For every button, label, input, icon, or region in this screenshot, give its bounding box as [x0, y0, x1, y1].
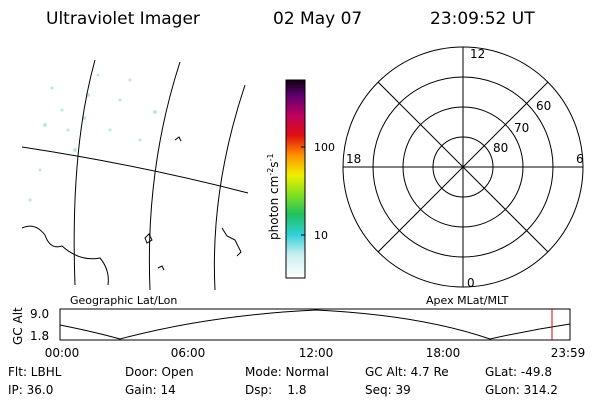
- mlt-label: 0: [467, 276, 475, 290]
- info-field: Mode: Normal: [245, 365, 329, 379]
- altitude-frame: [59, 308, 571, 341]
- colorbar-label-part: -2: [266, 168, 275, 176]
- colorbar-tick-label: 10: [314, 229, 328, 242]
- info-field: Dsp: 1.8: [245, 383, 307, 397]
- mlt-label: 12: [470, 47, 485, 61]
- info-field: Flt: LBHL: [8, 365, 62, 379]
- altitude-x-label: 06:00: [171, 346, 206, 360]
- map-caption: Geographic Lat/Lon: [70, 294, 177, 307]
- colorbar-tick-label: 100: [314, 141, 335, 154]
- info-field: GC Alt: 4.7 Re: [365, 365, 449, 379]
- mlt-label: 18: [346, 152, 361, 166]
- info-field: GLat: -49.8: [485, 365, 552, 379]
- info-field: Door: Open: [125, 365, 194, 379]
- info-field: GLon: 314.2: [485, 383, 558, 397]
- altitude-x-label: 00:00: [45, 346, 80, 360]
- colorbar-label: photon cm-2s-1: [266, 153, 281, 240]
- colorbar-label-part: photon cm: [267, 176, 281, 240]
- altitude-x-label: 12:00: [299, 346, 334, 360]
- date: 02 May 07: [273, 9, 362, 29]
- altitude-y-label: 9.0: [30, 307, 49, 321]
- polar-caption: Apex MLat/MLT: [426, 294, 509, 307]
- lat-label: 80: [493, 141, 508, 155]
- info-block: Flt: LBHL Door: Open Mode: Normal GC Alt: 4…: [8, 365, 558, 397]
- colorbar: [285, 79, 306, 279]
- altitude-x-label: 18:00: [426, 346, 461, 360]
- altitude-y-label: 1.8: [30, 329, 49, 343]
- altitude-x-label: 23:59: [551, 346, 586, 360]
- altitude-axis-label: GC Alt: [11, 307, 25, 345]
- info-field: Gain: 14: [125, 383, 176, 397]
- lat-label: 60: [536, 99, 551, 113]
- polar-grid: [342, 46, 584, 288]
- time: 23:09:52 UT: [430, 9, 535, 29]
- mlt-label: 6: [576, 152, 584, 166]
- lat-label: 70: [514, 121, 529, 135]
- info-field: Seq: 39: [365, 383, 411, 397]
- info-field: IP: 36.0: [8, 383, 53, 397]
- colorbar-label-part: s: [267, 161, 281, 167]
- geo-map: [21, 59, 249, 291]
- altitude-curve: [59, 309, 571, 340]
- colorbar-label-part: -1: [266, 153, 275, 161]
- title: Ultraviolet Imager: [46, 9, 200, 29]
